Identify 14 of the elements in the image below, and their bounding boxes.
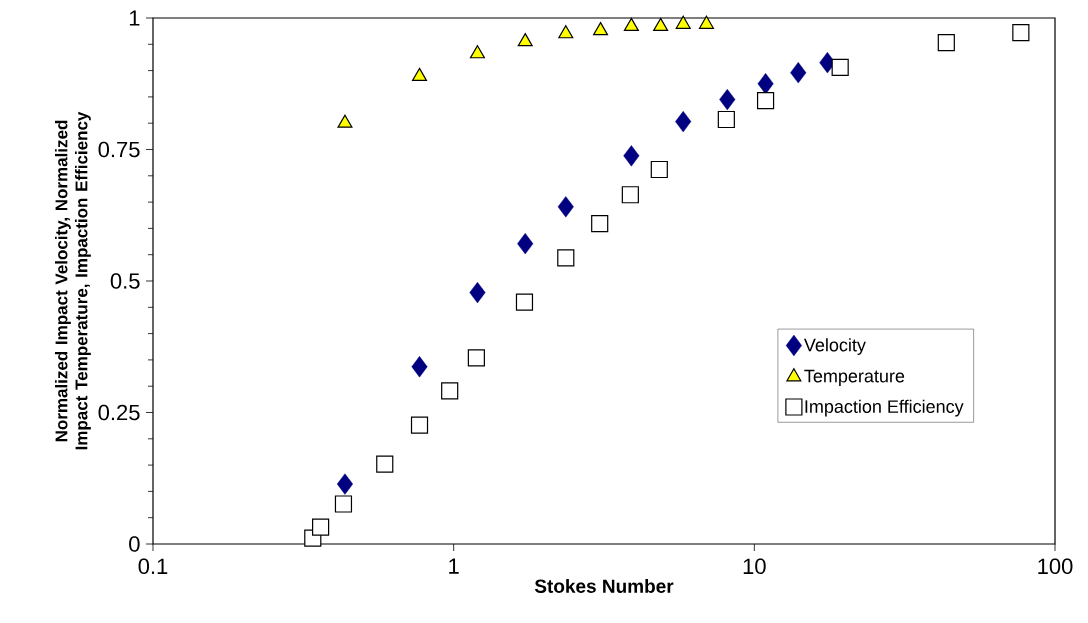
legend-label: Temperature [804,369,905,386]
y-tick-label: 1 [129,10,140,26]
x-tick-label: 1 [449,558,459,574]
x-axis-title: Stokes Number [534,578,674,593]
legend-label: Impaction Efficiency [805,399,964,417]
y-axis-title: Normalized Impact Velocity, Normalized Impact Temperature, Impaction Efficiency [54,111,91,450]
y-tick-label: 0.75 [98,141,140,158]
legend-label: Velocity [803,338,866,355]
x-tick-label: 10 [743,558,766,575]
x-tick-label: 100 [1038,558,1073,575]
y-tick-label: 0.25 [98,404,140,421]
x-tick-label: 0.1 [138,558,168,575]
y-tick-label: 0 [129,536,140,552]
y-tick-label: 0.5 [110,273,140,289]
